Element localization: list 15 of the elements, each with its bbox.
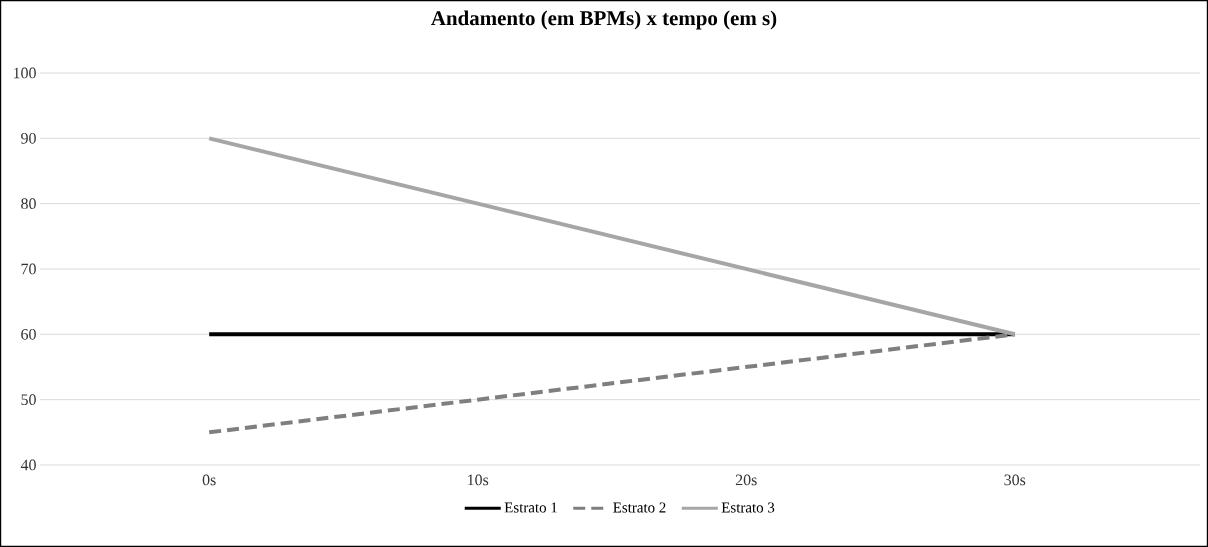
y-tick-label: 70 xyxy=(21,263,36,275)
y-tick-label: 60 xyxy=(21,328,36,340)
legend-label: Estrato 3 xyxy=(721,502,775,513)
chart-title: Andamento (em BPMs) x tempo (em s) xyxy=(431,10,777,30)
y-tick-label: 90 xyxy=(21,132,36,144)
x-tick-label: 10s xyxy=(468,474,489,486)
y-tick-label: 50 xyxy=(21,394,36,406)
x-tick-label: 0s xyxy=(202,474,216,486)
x-tick-label: 30s xyxy=(1004,474,1026,486)
x-tick-label: 20s xyxy=(735,474,757,486)
y-tick-label: 80 xyxy=(21,198,36,210)
legend-label: Estrato 1 xyxy=(504,502,557,513)
y-tick-label: 100 xyxy=(13,67,36,79)
legend-label: Estrato 2 xyxy=(613,502,666,513)
y-tick-label: 40 xyxy=(20,459,36,471)
